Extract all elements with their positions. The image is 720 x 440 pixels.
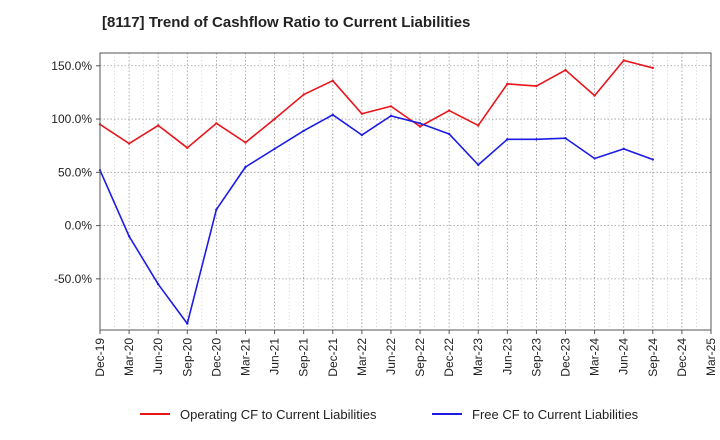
series-line-1 bbox=[99, 59, 654, 149]
series-2-point bbox=[389, 114, 393, 118]
chart-title: [8117] Trend of Cashflow Ratio to Curren… bbox=[102, 14, 471, 31]
y-tick-label: 150.0% bbox=[51, 59, 92, 73]
series-1-point bbox=[302, 93, 305, 96]
x-tick-label: Sep-23 bbox=[529, 338, 543, 377]
grid-lines bbox=[100, 53, 711, 330]
legend-label: Operating CF to Current Liabilities bbox=[180, 407, 377, 422]
x-tick-label: Mar-20 bbox=[122, 338, 136, 376]
x-tick-label: Mar-25 bbox=[704, 338, 718, 376]
series-1-point bbox=[418, 125, 422, 128]
series-1-point bbox=[215, 122, 218, 125]
series-1-point bbox=[506, 82, 509, 86]
series-2-point bbox=[477, 163, 480, 167]
y-tick-label: 50.0% bbox=[58, 165, 92, 179]
series-2-point bbox=[302, 129, 305, 132]
legend-label: Free CF to Current Liabilities bbox=[472, 407, 639, 422]
x-tick-label: Dec-19 bbox=[93, 338, 107, 377]
series-line-2 bbox=[99, 113, 654, 325]
y-tick-label: 0.0% bbox=[65, 219, 93, 233]
series-2-point bbox=[273, 147, 276, 151]
series-2-point bbox=[506, 138, 509, 141]
x-tick-label: Mar-22 bbox=[355, 338, 369, 376]
plot-frame bbox=[99, 52, 712, 331]
x-tick-label: Dec-24 bbox=[675, 338, 689, 377]
x-axis: Dec-19 Mar-20 Jun-20 Sep-20 Dec-20 Mar-21 Jun-… bbox=[93, 330, 718, 377]
series-1-point bbox=[651, 66, 655, 70]
series-1-point bbox=[156, 124, 160, 127]
series-1-point bbox=[447, 109, 451, 112]
series-2-point bbox=[331, 113, 334, 116]
series-2-point bbox=[156, 282, 160, 286]
series-2-point bbox=[360, 133, 364, 137]
y-tick-label: -50.0% bbox=[54, 272, 92, 286]
x-tick-label: Mar-23 bbox=[471, 338, 485, 376]
series-2-point bbox=[447, 132, 451, 136]
y-tick-label: 100.0% bbox=[51, 112, 92, 126]
x-tick-label: Jun-23 bbox=[500, 338, 514, 375]
x-tick-label: Sep-20 bbox=[180, 338, 194, 377]
x-tick-label: Dec-22 bbox=[442, 338, 456, 377]
x-tick-label: Dec-21 bbox=[326, 338, 340, 377]
series-1-point bbox=[622, 59, 625, 62]
x-tick-label: Dec-20 bbox=[209, 338, 223, 377]
series-2-point bbox=[215, 208, 218, 211]
x-tick-label: Mar-24 bbox=[588, 338, 602, 376]
series-2-point bbox=[535, 138, 538, 141]
series-2-point bbox=[127, 235, 131, 238]
series-1-point bbox=[389, 105, 393, 108]
series-1-point bbox=[564, 68, 567, 72]
x-tick-label: Jun-21 bbox=[268, 338, 282, 375]
x-tick-label: Jun-24 bbox=[617, 338, 631, 375]
series-2-point bbox=[186, 322, 189, 325]
x-tick-label: Sep-22 bbox=[413, 338, 427, 377]
series-2-point bbox=[244, 165, 247, 169]
x-tick-label: Mar-21 bbox=[238, 338, 252, 376]
series-1-point bbox=[273, 117, 276, 121]
series-1-point bbox=[331, 79, 334, 82]
series-1-point bbox=[535, 84, 538, 88]
legend: Operating CF to Current Liabilities Free … bbox=[140, 407, 639, 422]
x-tick-label: Sep-24 bbox=[646, 338, 660, 377]
series-1-point bbox=[360, 112, 364, 115]
series-2-point bbox=[622, 147, 625, 151]
series-2-point bbox=[593, 157, 596, 160]
series-1-point bbox=[186, 146, 189, 150]
series-2-point bbox=[651, 158, 655, 161]
x-tick-label: Jun-20 bbox=[151, 338, 165, 375]
series-2-point bbox=[564, 137, 567, 140]
series-2-point bbox=[418, 122, 422, 125]
series-1-point bbox=[593, 94, 596, 97]
x-tick-label: Sep-21 bbox=[297, 338, 311, 377]
x-tick-label: Dec-23 bbox=[559, 338, 573, 377]
y-axis: 150.0% 100.0% 50.0% 0.0% -50.0% bbox=[51, 59, 100, 286]
series-1-point bbox=[477, 124, 480, 127]
x-tick-label: Jun-22 bbox=[384, 338, 398, 375]
series-1-point bbox=[127, 142, 131, 145]
series-1-point bbox=[244, 141, 247, 144]
